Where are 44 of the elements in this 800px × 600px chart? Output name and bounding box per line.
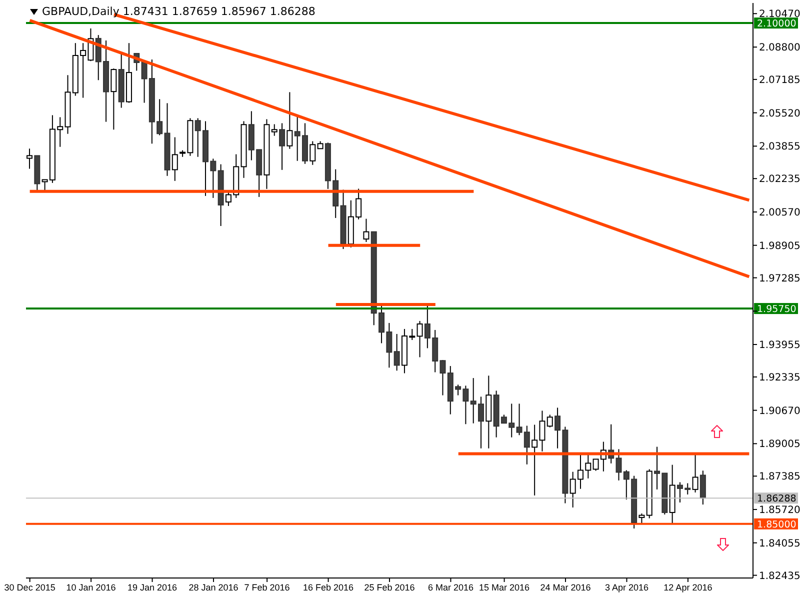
x-tick-label: 7 Feb 2016 <box>244 582 290 592</box>
x-tick-label: 3 Apr 2016 <box>604 582 649 592</box>
candlestick <box>271 124 278 136</box>
candlestick <box>310 140 316 166</box>
y-tick-label: 2.00570 <box>759 208 800 219</box>
candlestick <box>363 218 370 243</box>
x-tick-label: 24 Mar 2016 <box>540 582 591 592</box>
y-tick-label: 1.87385 <box>759 472 800 483</box>
y-tick-label: 1.92335 <box>759 372 800 384</box>
candlestick <box>416 320 423 358</box>
x-tick-label: 28 Jan 2016 <box>188 582 238 592</box>
ref-line-label: 2.10000 <box>757 18 796 30</box>
y-tick-label: 1.97285 <box>759 273 800 284</box>
ref-line-label: 1.95750 <box>757 304 796 316</box>
candlestick <box>692 453 698 493</box>
y-tick-label: 1.93955 <box>759 340 800 352</box>
candlestick <box>172 136 178 182</box>
candlestick <box>286 92 293 150</box>
x-tick-label: 19 Jan 2016 <box>127 582 178 592</box>
y-tick-label: 2.05520 <box>759 108 800 120</box>
x-tick-label: 10 Jan 2016 <box>66 582 116 592</box>
y-tick-label: 2.02235 <box>759 174 800 186</box>
x-tick-label: 12 Apr 2016 <box>664 582 712 592</box>
candlestick <box>110 68 117 130</box>
y-tick-label: 2.03855 <box>759 142 800 153</box>
y-tick-label: 1.85720 <box>759 505 800 516</box>
ref-line-label: 1.85000 <box>757 519 796 530</box>
candlestick <box>546 414 553 428</box>
x-tick-label: 30 Dec 2015 <box>4 582 56 592</box>
x-tick-label: 6 Mar 2016 <box>428 582 474 592</box>
y-tick-label: 1.89005 <box>759 439 800 450</box>
y-tick-label: 2.07185 <box>759 74 800 86</box>
candlestick <box>26 148 32 170</box>
x-tick-label: 15 Mar 2016 <box>479 582 530 592</box>
x-tick-label: 25 Feb 2016 <box>364 582 415 592</box>
chart-title: GBPAUD,Daily 1.87431 1.87659 1.85967 1.86288 <box>42 5 316 18</box>
y-tick-label: 1.84055 <box>759 538 800 550</box>
y-tick-label: 1.82435 <box>759 570 800 582</box>
y-tick-label: 1.98905 <box>759 240 800 252</box>
y-tick-label: 2.08800 <box>759 42 800 54</box>
y-tick-label: 2.10470 <box>759 9 800 20</box>
y-tick-label: 1.90670 <box>759 406 800 417</box>
x-tick-label: 16 Feb 2016 <box>303 582 354 592</box>
ref-line-label: 1.86288 <box>757 494 796 505</box>
